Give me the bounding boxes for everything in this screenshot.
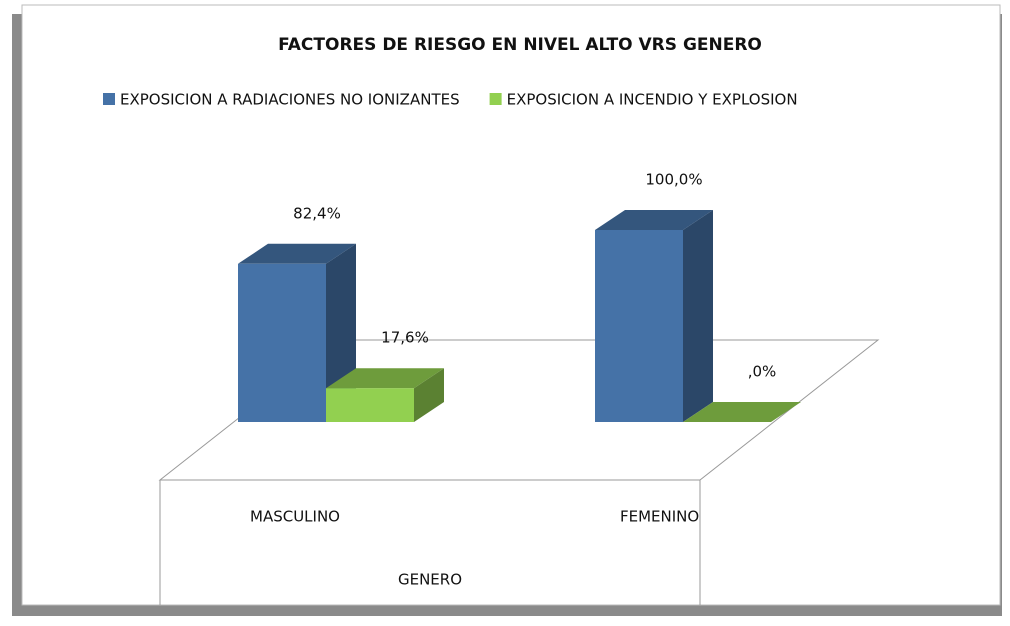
bar <box>326 368 444 422</box>
data-label: 100,0% <box>645 171 702 189</box>
chart-title: FACTORES DE RIESGO EN NIVEL ALTO VRS GEN… <box>278 35 762 55</box>
chart-area <box>21 4 1001 606</box>
bar-side <box>683 210 713 422</box>
bar-front <box>238 263 326 422</box>
bar <box>683 402 801 422</box>
bar-top <box>326 368 444 389</box>
data-label: ,0% <box>748 363 777 381</box>
bar-top <box>595 210 713 230</box>
bar-side <box>414 368 444 422</box>
legend-swatch <box>103 93 115 105</box>
legend-label: EXPOSICION A INCENDIO Y EXPLOSION <box>507 91 798 109</box>
x-tick-label: FEMENINO <box>620 508 699 526</box>
bar <box>595 210 713 422</box>
data-label: 17,6% <box>381 329 429 347</box>
bar-top <box>238 243 356 264</box>
x-tick-label: MASCULINO <box>250 508 340 526</box>
bar-front <box>595 230 683 422</box>
legend-label: EXPOSICION A RADIACIONES NO IONIZANTES <box>120 91 460 109</box>
legend-swatch <box>489 93 502 105</box>
bar-top <box>683 402 801 422</box>
bar-front <box>326 388 414 422</box>
x-axis-label: GENERO <box>398 571 462 589</box>
bar <box>238 243 356 422</box>
data-label: 82,4% <box>293 204 341 222</box>
